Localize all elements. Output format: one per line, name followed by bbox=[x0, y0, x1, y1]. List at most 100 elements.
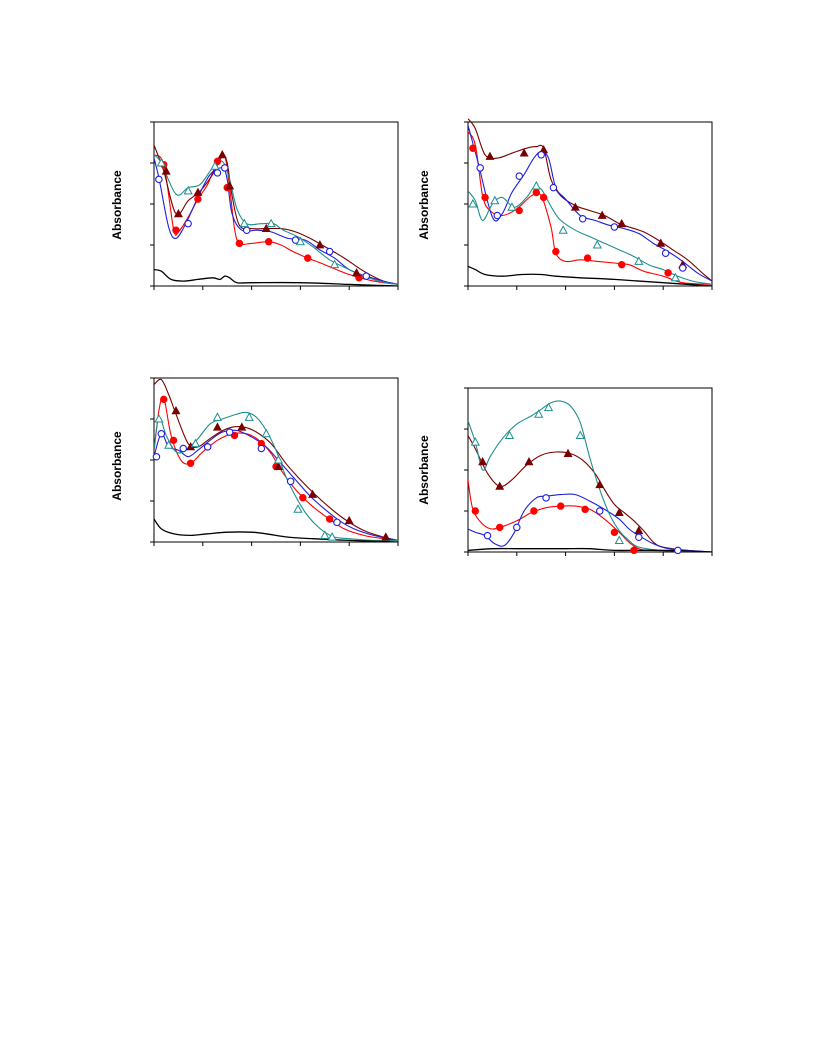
series-line-open-circle bbox=[468, 493, 712, 552]
marker-filled-triangle bbox=[495, 481, 505, 490]
marker-open-triangle bbox=[210, 161, 220, 170]
plot-frame bbox=[153, 121, 399, 287]
marker-open-triangle bbox=[273, 454, 284, 464]
chart-bottom-left bbox=[150, 377, 399, 546]
marker-filled-circle bbox=[299, 494, 307, 502]
marker-filled-circle bbox=[610, 528, 619, 537]
marker-open-triangle bbox=[534, 409, 544, 418]
marker-filled-triangle bbox=[485, 151, 495, 160]
marker-open-triangle bbox=[156, 157, 166, 167]
marker-open-triangle bbox=[295, 236, 306, 246]
marker-filled-circle bbox=[530, 507, 538, 515]
marker-open-circle bbox=[483, 531, 492, 540]
plot-frame bbox=[467, 121, 713, 287]
marker-open-triangle bbox=[531, 180, 541, 190]
marker-filled-triangle bbox=[315, 240, 325, 249]
marker-filled-circle bbox=[618, 260, 626, 269]
marker-open-triangle bbox=[504, 430, 515, 440]
marker-filled-triangle bbox=[519, 148, 529, 157]
y-axis-label: Absorbance bbox=[110, 170, 124, 240]
marker-filled-circle bbox=[186, 459, 195, 467]
marker-open-circle bbox=[155, 175, 163, 184]
marker-open-circle bbox=[542, 494, 550, 502]
series-line-open-triangle bbox=[468, 400, 712, 552]
marker-filled-circle bbox=[496, 523, 504, 532]
marker-filled-triangle bbox=[614, 507, 624, 517]
marker-filled-triangle bbox=[308, 489, 318, 498]
marker-filled-circle bbox=[469, 144, 477, 152]
marker-open-triangle bbox=[183, 185, 193, 195]
marker-open-triangle bbox=[212, 412, 223, 421]
plot-frame bbox=[467, 387, 713, 553]
series-line-filled-circle bbox=[154, 154, 398, 285]
marker-open-circle bbox=[242, 226, 251, 234]
marker-filled-triangle bbox=[563, 448, 573, 457]
marker-open-circle bbox=[515, 172, 523, 180]
series-line-open-triangle bbox=[154, 154, 398, 285]
marker-open-circle bbox=[596, 507, 604, 515]
marker-filled-circle bbox=[160, 395, 168, 404]
marker-open-triangle bbox=[507, 202, 517, 211]
marker-open-circle bbox=[179, 444, 188, 453]
marker-open-circle bbox=[661, 249, 670, 257]
marker-filled-triangle bbox=[524, 456, 534, 466]
marker-filled-triangle bbox=[273, 461, 283, 470]
marker-filled-circle bbox=[664, 269, 672, 277]
series-line-none bbox=[468, 547, 712, 552]
marker-filled-triangle bbox=[570, 202, 580, 211]
plot-area bbox=[154, 144, 398, 286]
marker-filled-triangle bbox=[193, 187, 203, 196]
series-line-filled-triangle bbox=[468, 435, 712, 552]
marker-open-circle bbox=[610, 223, 619, 231]
marker-filled-circle bbox=[194, 195, 202, 203]
marker-open-circle bbox=[325, 247, 334, 256]
marker-open-triangle bbox=[634, 256, 644, 265]
marker-filled-circle bbox=[583, 254, 592, 262]
marker-open-triangle bbox=[190, 438, 201, 448]
marker-filled-circle bbox=[264, 238, 273, 246]
marker-filled-triangle bbox=[261, 223, 271, 232]
marker-filled-triangle bbox=[478, 456, 488, 466]
marker-open-triangle bbox=[329, 259, 340, 269]
chart-top-right bbox=[464, 118, 713, 290]
marker-open-triangle bbox=[261, 428, 271, 438]
marker-open-circle bbox=[213, 169, 222, 177]
marker-open-triangle bbox=[154, 413, 164, 423]
series-line-open-circle bbox=[154, 157, 398, 285]
marker-open-triangle bbox=[543, 402, 554, 412]
series-line-filled-circle bbox=[468, 479, 712, 552]
marker-filled-triangle bbox=[237, 422, 247, 431]
marker-filled-circle bbox=[471, 507, 480, 515]
marker-open-triangle bbox=[266, 218, 276, 228]
series-line-none bbox=[154, 518, 398, 542]
marker-filled-circle bbox=[515, 206, 523, 215]
marker-filled-triangle bbox=[212, 422, 222, 431]
marker-open-circle bbox=[225, 428, 234, 436]
marker-filled-circle bbox=[172, 226, 180, 234]
marker-open-circle bbox=[635, 533, 643, 541]
series-line-none bbox=[468, 265, 712, 286]
marker-filled-triangle bbox=[173, 209, 183, 218]
marker-filled-circle bbox=[532, 188, 541, 197]
marker-open-triangle bbox=[558, 225, 568, 234]
marker-open-triangle bbox=[670, 272, 681, 282]
marker-open-circle bbox=[476, 164, 484, 172]
marker-open-circle bbox=[674, 546, 682, 555]
marker-open-circle bbox=[184, 219, 192, 228]
marker-filled-circle bbox=[557, 502, 565, 510]
marker-open-triangle bbox=[163, 440, 174, 449]
marker-filled-triangle bbox=[381, 532, 391, 541]
marker-filled-triangle bbox=[597, 210, 607, 219]
series-line-open-triangle bbox=[154, 411, 398, 542]
marker-open-triangle bbox=[614, 535, 624, 545]
marker-open-circle bbox=[537, 151, 545, 159]
marker-filled-triangle bbox=[217, 149, 227, 159]
marker-open-triangle bbox=[239, 218, 249, 228]
y-axis-label: Absorbance bbox=[417, 435, 431, 505]
marker-filled-circle bbox=[481, 193, 489, 202]
marker-open-triangle bbox=[470, 437, 480, 446]
marker-open-circle bbox=[493, 211, 502, 220]
marker-open-circle bbox=[257, 444, 266, 453]
marker-open-triangle bbox=[592, 239, 602, 249]
marker-filled-triangle bbox=[617, 218, 627, 228]
